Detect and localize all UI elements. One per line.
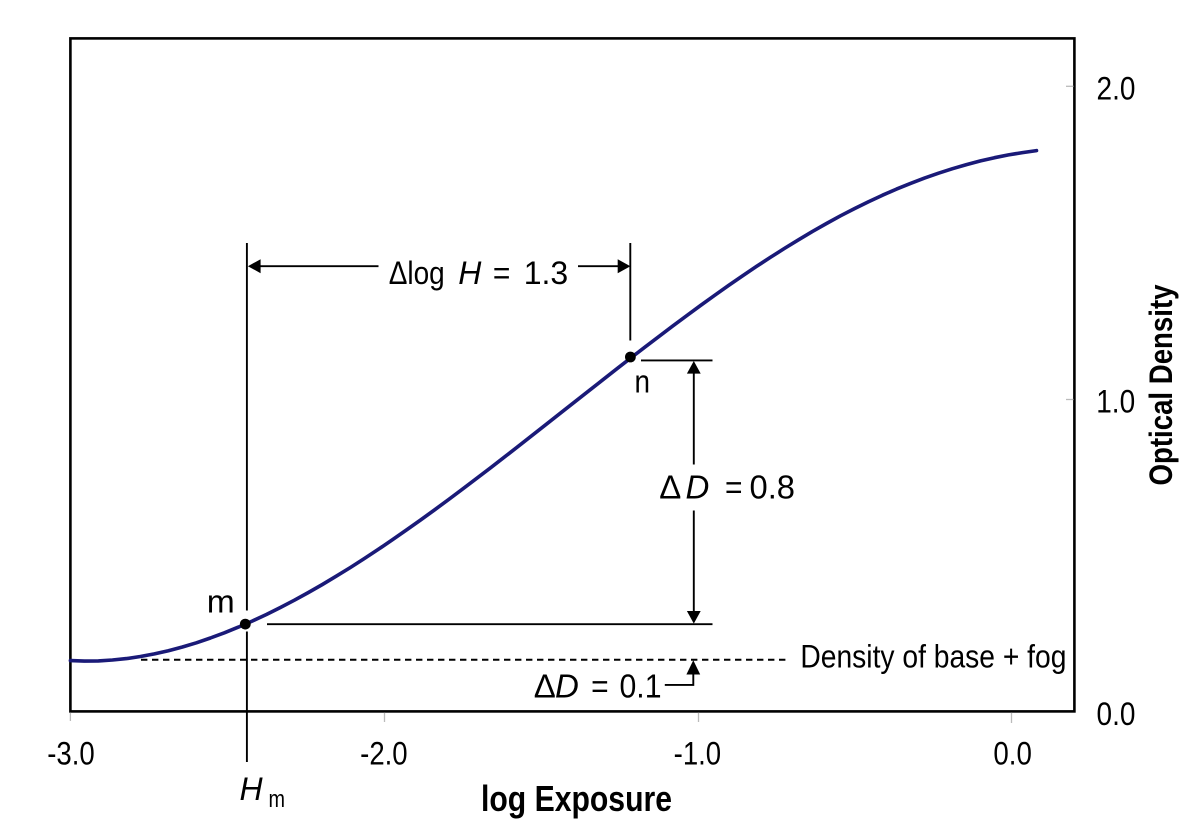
svg-text:Δ: Δ (534, 668, 556, 705)
svg-text:Optical Density: Optical Density (1143, 284, 1179, 485)
svg-text:-1.0: -1.0 (674, 736, 722, 772)
svg-text:m: m (207, 583, 235, 619)
svg-text:0.8: 0.8 (750, 468, 796, 505)
svg-text:H: H (240, 771, 264, 807)
svg-text:=: = (725, 468, 743, 505)
svg-text:m: m (269, 786, 286, 813)
svg-text:n: n (635, 364, 651, 400)
svg-text:2.0: 2.0 (1097, 70, 1136, 106)
svg-text:Density of base + fog: Density of base + fog (800, 639, 1066, 675)
svg-text:=: = (591, 668, 609, 705)
svg-text:1.3: 1.3 (524, 255, 569, 291)
svg-text:D: D (686, 468, 710, 505)
svg-text:=: = (493, 255, 511, 291)
svg-text:D: D (555, 668, 579, 705)
svg-text:1.0: 1.0 (1096, 383, 1135, 419)
svg-text:log Exposure: log Exposure (481, 778, 672, 819)
svg-text:0.1: 0.1 (620, 668, 662, 705)
svg-text:H: H (458, 255, 482, 291)
svg-text:0.0: 0.0 (993, 736, 1032, 772)
svg-text:Δlog: Δlog (389, 255, 445, 291)
svg-text:-2.0: -2.0 (360, 736, 408, 772)
svg-text:-3.0: -3.0 (47, 736, 95, 772)
svg-text:0.0: 0.0 (1097, 696, 1136, 732)
svg-text:Δ: Δ (659, 468, 681, 505)
